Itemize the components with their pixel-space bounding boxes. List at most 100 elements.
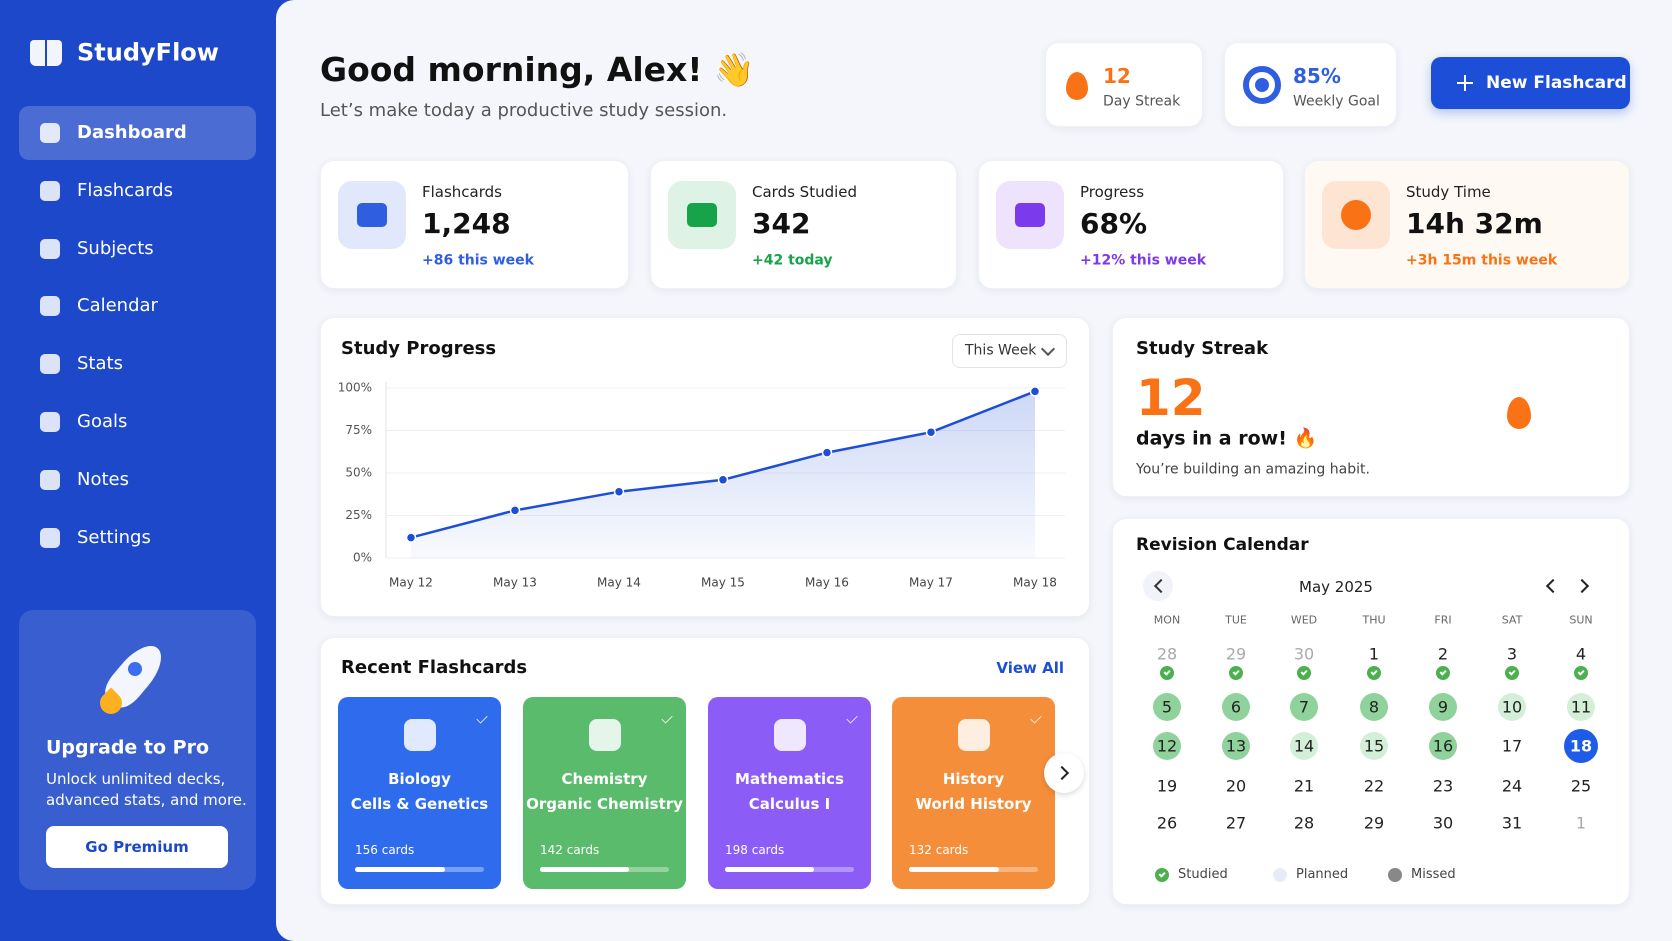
calendar-day[interactable]: 19 [1156, 776, 1178, 796]
card-topic: Organic Chemistry [526, 795, 683, 813]
calendar-day[interactable]: 20 [1225, 776, 1247, 796]
calendar-day[interactable]: 10 [1501, 697, 1523, 717]
calendar-day[interactable]: 12 [1156, 736, 1178, 756]
greeting: Good morning, Alex! 👋 [320, 50, 755, 90]
card-subject: Mathematics [735, 770, 844, 788]
nav-icon [40, 123, 60, 143]
planned-day [1290, 732, 1318, 760]
weekday: WED [1290, 613, 1318, 627]
stat-icon [357, 203, 387, 227]
stat-icon [1341, 200, 1371, 230]
progress-fill [355, 867, 446, 872]
streak-panel [1112, 317, 1630, 497]
nav-item[interactable]: Settings [77, 526, 151, 548]
stat-change: +12% this week [1080, 252, 1207, 269]
calendar-day[interactable]: 24 [1501, 776, 1523, 796]
studied-day [1222, 732, 1250, 760]
weekday: SAT [1501, 613, 1523, 627]
calendar-day[interactable]: 27 [1225, 813, 1247, 833]
new-button-label[interactable]: New Flashcard [1486, 72, 1627, 93]
stat-label: Progress [1080, 183, 1145, 201]
promo-button[interactable] [46, 826, 228, 868]
streak-label: Day Streak [1103, 93, 1181, 110]
goal-label: Weekly Goal [1293, 93, 1380, 110]
stat-label: Cards Studied [752, 183, 858, 201]
weekday: TUE [1225, 613, 1247, 627]
card-subject: History [942, 770, 1005, 788]
nav-item[interactable]: Flashcards [77, 180, 173, 201]
check-icon [1229, 666, 1243, 680]
calendar-day[interactable]: 6 [1230, 697, 1242, 717]
calendar-day[interactable]: 1 [1575, 813, 1587, 833]
calendar-day[interactable]: 4 [1575, 644, 1587, 664]
legend-label: Studied [1178, 867, 1228, 883]
studied-day [1429, 732, 1457, 760]
promo-button-label[interactable]: Go Premium [85, 838, 189, 856]
calendar-day[interactable]: 18 [1569, 736, 1593, 756]
streak-title: Study Streak [1136, 338, 1269, 360]
calendar-day[interactable]: 23 [1432, 776, 1454, 796]
check-icon [1367, 666, 1381, 680]
progress-fill [909, 867, 1000, 872]
recent-title: Recent Flashcards [341, 657, 528, 679]
planned-day [1360, 732, 1388, 760]
nav-icon [40, 238, 60, 259]
calendar-day[interactable]: 11 [1570, 697, 1592, 717]
studied-day [1429, 693, 1457, 721]
calendar-day[interactable]: 1 [1368, 644, 1380, 664]
card-subject: Chemistry [561, 770, 648, 788]
calendar-day[interactable]: 22 [1363, 776, 1385, 796]
nav-item[interactable]: Subjects [77, 237, 154, 259]
calendar-day[interactable]: 30 [1432, 813, 1454, 833]
prev-month[interactable] [1143, 571, 1173, 601]
calendar-day[interactable]: 3 [1506, 644, 1518, 664]
calendar-day[interactable]: 29 [1363, 813, 1385, 833]
calendar-day[interactable]: 26 [1156, 813, 1178, 833]
calendar-day[interactable]: 17 [1501, 736, 1523, 756]
nav-item[interactable]: Stats [77, 353, 123, 375]
calendar-day[interactable]: 28 [1156, 644, 1178, 664]
calendar-day[interactable]: 2 [1437, 644, 1449, 664]
nav-icon [40, 469, 60, 490]
nav-item[interactable]: Dashboard [77, 122, 187, 144]
period-label[interactable]: This Week [965, 342, 1037, 359]
logo-fold [45, 40, 47, 66]
streak-value: 12 [1103, 64, 1131, 88]
streak-note: You’re building an amazing habit. [1136, 461, 1370, 478]
calendar-day[interactable]: 28 [1293, 813, 1315, 833]
stat-value: 342 [752, 207, 811, 241]
calendar-day[interactable]: 8 [1368, 697, 1380, 717]
card-icon [588, 719, 621, 751]
calendar-day[interactable]: 13 [1225, 736, 1247, 756]
calendar-day[interactable]: 5 [1161, 697, 1173, 717]
stat-icon [1015, 203, 1045, 227]
calendar-day[interactable]: 25 [1570, 776, 1592, 796]
calendar-day[interactable]: 31 [1501, 813, 1523, 833]
nav-item[interactable]: Goals [77, 411, 128, 433]
calendar-day[interactable]: 15 [1363, 736, 1385, 756]
planned-day [1498, 693, 1526, 721]
nav-item[interactable]: Calendar [77, 295, 158, 317]
card-icon [403, 719, 436, 751]
calendar-day[interactable]: 9 [1437, 697, 1449, 717]
weekday: MON [1153, 613, 1181, 627]
calendar-day[interactable]: 7 [1298, 697, 1310, 717]
chart-title: Study Progress [341, 338, 497, 360]
nav-item[interactable]: Notes [77, 469, 129, 490]
next-button[interactable] [1044, 753, 1084, 793]
card-icon [957, 719, 990, 751]
calendar-day[interactable]: 16 [1432, 736, 1454, 756]
calendar-day[interactable]: 14 [1293, 736, 1315, 756]
check-icon [1297, 666, 1311, 680]
legend-dot [1273, 868, 1287, 882]
period-dropdown[interactable] [952, 334, 1067, 368]
calendar-day[interactable]: 29 [1225, 644, 1247, 664]
view-all[interactable]: View All [996, 659, 1064, 677]
card-topic: World History [915, 795, 1032, 813]
progress-fill [725, 867, 814, 872]
calendar-day[interactable]: 21 [1293, 776, 1315, 796]
streak-text: days in a row! 🔥 [1136, 427, 1318, 450]
check-icon [1160, 666, 1174, 680]
calendar-day[interactable]: 30 [1293, 644, 1315, 664]
